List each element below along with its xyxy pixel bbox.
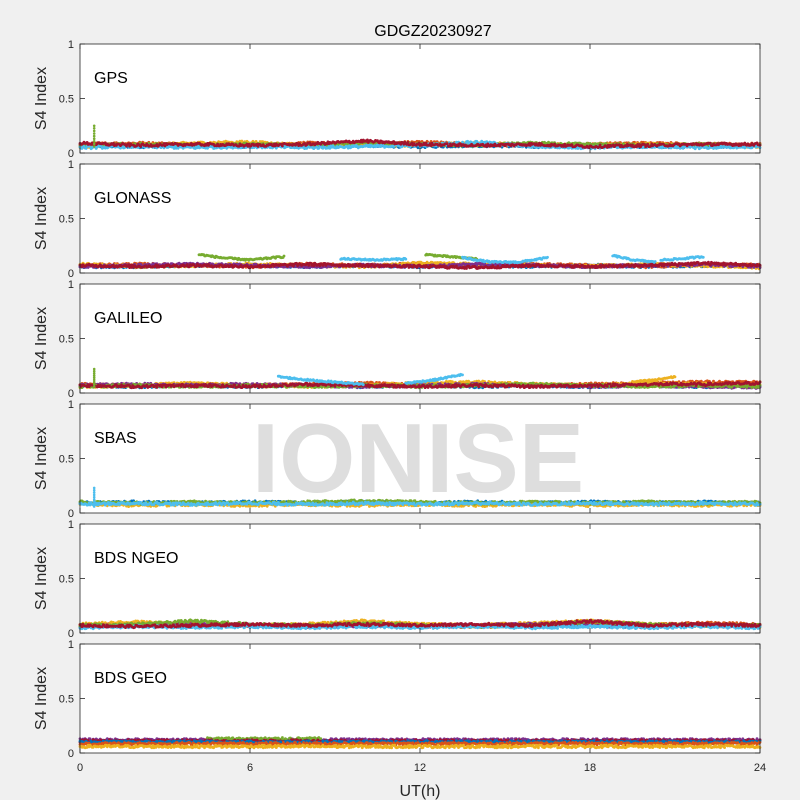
- spike-point: [93, 132, 96, 135]
- plot-area: [80, 164, 760, 273]
- spike: [93, 125, 96, 148]
- spike-point: [93, 137, 96, 140]
- plot-area: [80, 44, 760, 153]
- y-tick-label: 1: [68, 39, 74, 51]
- data-point: [709, 142, 712, 145]
- data-point: [281, 145, 284, 148]
- data-point: [407, 141, 410, 144]
- y-axis-label: S4 Index: [33, 67, 50, 130]
- spike-point: [93, 127, 96, 130]
- spike-point: [93, 140, 96, 143]
- panel-label: GPS: [94, 70, 128, 87]
- spike-point: [93, 143, 96, 146]
- spike-point: [93, 135, 96, 138]
- spike-point: [93, 125, 96, 128]
- data-point: [446, 142, 449, 145]
- chart-title: GDGZ20230927: [374, 23, 492, 40]
- spike-point: [93, 145, 96, 148]
- data-point: [599, 144, 602, 147]
- spike-point: [93, 130, 96, 133]
- y-tick-label: 0.5: [59, 94, 74, 106]
- data-point: [646, 143, 649, 146]
